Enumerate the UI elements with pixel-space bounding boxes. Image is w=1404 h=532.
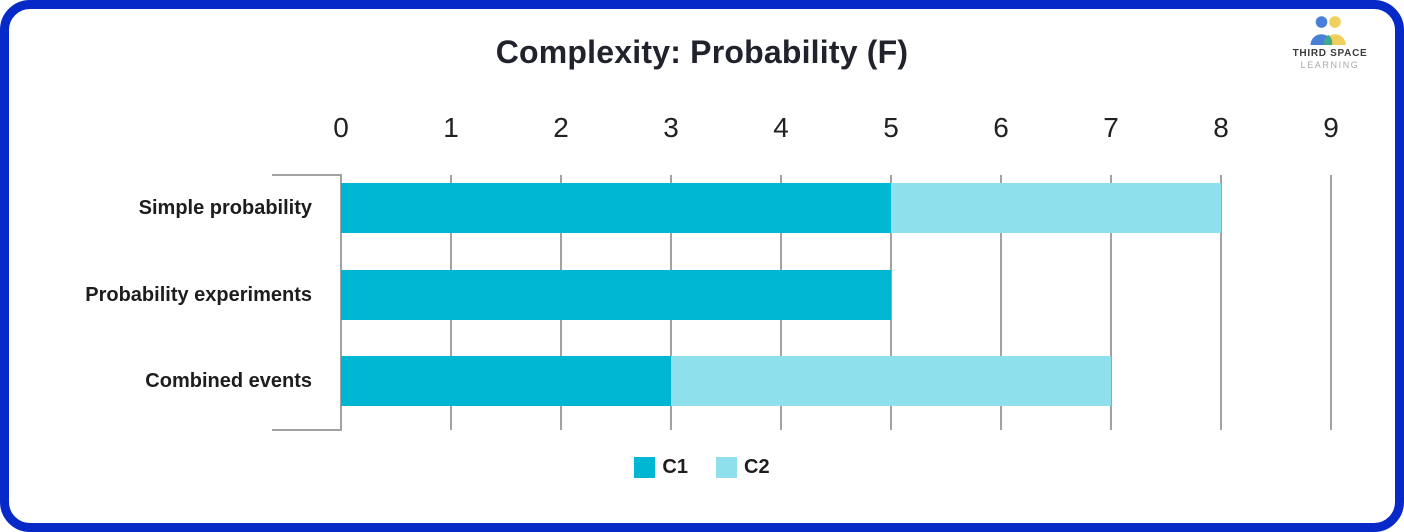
x-tick-label: 8 xyxy=(1213,112,1229,143)
axis-tick-bottom xyxy=(272,429,342,431)
x-tick-label: 3 xyxy=(663,112,679,143)
gridline xyxy=(1110,175,1112,430)
bar-segment-c1 xyxy=(341,183,891,233)
logo-people-icon xyxy=(1310,16,1346,45)
x-tick-label: 0 xyxy=(333,112,349,143)
legend-swatch xyxy=(634,456,656,478)
brand-subname: LEARNING xyxy=(1300,60,1360,70)
bar-row xyxy=(341,270,1331,320)
bar-row xyxy=(341,356,1331,406)
x-tick-label: 6 xyxy=(993,112,1009,143)
bar-segment-c2 xyxy=(891,183,1221,233)
category-label: Combined events xyxy=(145,370,312,392)
legend-swatch xyxy=(716,456,737,478)
bar-row xyxy=(341,183,1331,233)
legend-item: C1 xyxy=(634,456,688,479)
bar-segment-c1 xyxy=(341,270,891,320)
x-axis-tick-labels: 0 1 2 3 4 5 6 7 8 9 xyxy=(333,110,1339,146)
legend-item: C2 xyxy=(716,456,770,479)
x-tick-label: 5 xyxy=(883,112,899,143)
legend-label: C1 xyxy=(662,455,688,478)
plot-area xyxy=(272,174,1332,431)
x-tick-label: 7 xyxy=(1103,112,1119,143)
category-label: Simple probability xyxy=(138,197,312,219)
gridline xyxy=(1330,175,1332,430)
gridline xyxy=(1220,175,1222,430)
legend: C1 C2 xyxy=(0,453,1404,481)
x-tick-label: 1 xyxy=(443,112,459,143)
x-tick-label: 9 xyxy=(1323,112,1339,143)
brand-name: THIRD SPACE xyxy=(1292,48,1368,59)
x-tick-label: 2 xyxy=(553,112,569,143)
category-label: Probability experiments xyxy=(85,284,312,306)
bar-segment-c1 xyxy=(341,356,671,406)
axis-tick-top xyxy=(272,174,342,176)
chart-title: Complexity: Probability (F) xyxy=(495,34,909,70)
brand-logo: THIRD SPACE LEARNING xyxy=(1284,16,1376,70)
bar-segment-c2 xyxy=(671,356,1111,406)
gridline xyxy=(1000,175,1002,430)
legend-label: C2 xyxy=(744,455,770,478)
x-tick-label: 4 xyxy=(773,112,789,143)
gridline xyxy=(890,175,892,430)
category-labels: Simple probability Probability experiment… xyxy=(0,0,312,532)
